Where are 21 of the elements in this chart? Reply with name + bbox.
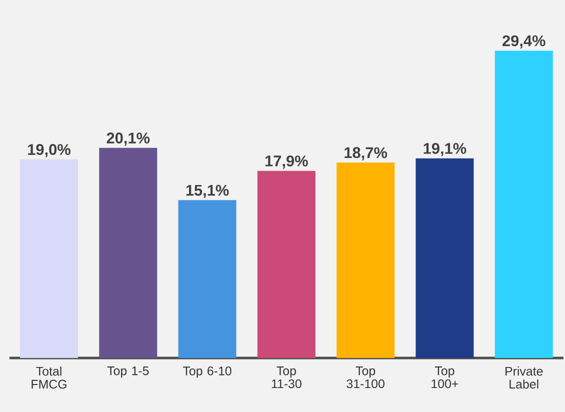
- bar: [494, 50, 553, 358]
- data-label: 17,9%: [266, 156, 308, 169]
- data-label: 29,4%: [502, 35, 546, 48]
- x-tick-label: Top 100+: [432, 366, 458, 388]
- bar: [336, 162, 395, 358]
- x-tick-label: Total FMCG: [32, 366, 66, 389]
- bar: [20, 159, 78, 358]
- bar: [257, 170, 316, 358]
- data-label: 18,7%: [344, 147, 388, 160]
- x-tick-label: Top 1-5: [107, 366, 149, 378]
- bar: [416, 158, 474, 358]
- x-tick-label: Private Label: [505, 366, 543, 389]
- bar: [178, 200, 236, 358]
- data-label: 15,1%: [186, 184, 229, 198]
- data-label: 19,1%: [424, 142, 466, 156]
- bar: [99, 148, 158, 358]
- data-label: 20,1%: [106, 132, 150, 146]
- x-tick-label: Top 11-30: [272, 366, 302, 388]
- x-tick-label: Top 6-10: [182, 366, 232, 378]
- x-tick-label: Top 31-100: [346, 366, 384, 388]
- data-label: 19,0%: [28, 144, 70, 158]
